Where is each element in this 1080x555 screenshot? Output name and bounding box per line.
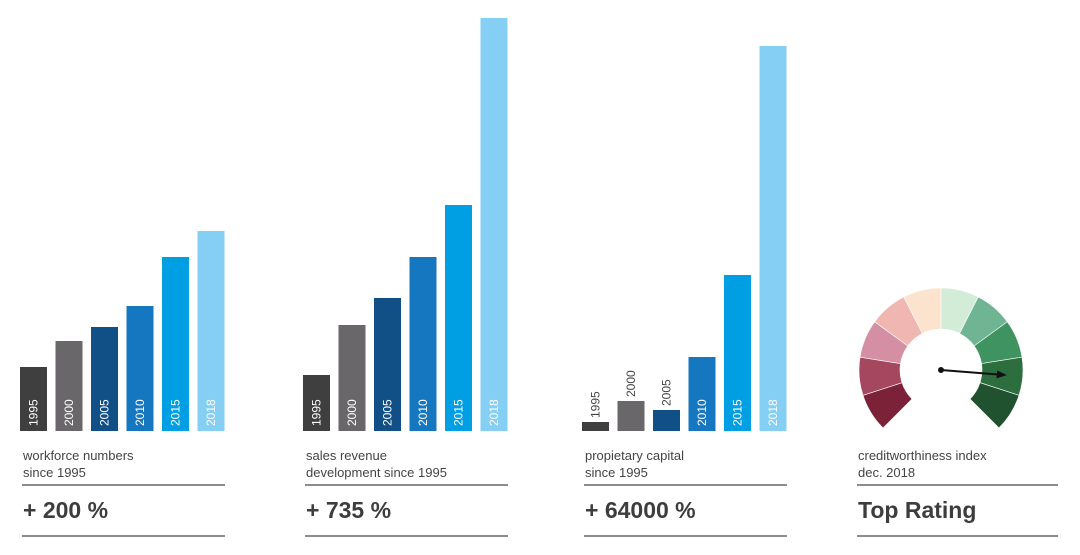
gauge-needle-arrowhead xyxy=(996,370,1007,379)
workforce-bar-2018 xyxy=(197,231,225,431)
capital-bar-1995 xyxy=(582,422,609,431)
capital-bar-label-2005: 2005 xyxy=(660,379,674,406)
capital-caption-line-2: since 1995 xyxy=(585,465,648,480)
capital-bar-2015 xyxy=(724,275,751,431)
workforce-headline: + 200 % xyxy=(23,497,109,523)
sales-bar-2005 xyxy=(374,298,401,431)
workforce-bar-label-2018: 2018 xyxy=(204,399,218,426)
capital-bar-label-2000: 2000 xyxy=(624,370,638,397)
gauge-divider-bottom xyxy=(857,535,1058,537)
capital-bar-2000 xyxy=(617,401,645,431)
sales-bar-label-2015: 2015 xyxy=(452,399,466,426)
capital-bar-2010 xyxy=(688,357,716,431)
workforce-bar-label-2000: 2000 xyxy=(62,399,76,426)
gauge-caption: creditworthiness index dec. 2018 xyxy=(858,447,987,481)
gauge-needle xyxy=(940,369,1003,376)
workforce-divider-top xyxy=(22,484,225,486)
gauge-headline: Top Rating xyxy=(858,497,977,523)
workforce-bar-label-2015: 2015 xyxy=(169,399,183,426)
sales-bar-2010 xyxy=(409,257,437,431)
workforce-bar-2005 xyxy=(91,327,118,431)
sales-caption-line-2: development since 1995 xyxy=(306,465,447,480)
gauge-needle-hub xyxy=(938,367,944,373)
gauge-caption-line-2: dec. 2018 xyxy=(858,465,916,480)
sales-bar-2015 xyxy=(445,205,472,431)
workforce-divider-bottom xyxy=(22,535,225,537)
workforce-bar-label-1995: 1995 xyxy=(27,399,41,426)
capital-divider-bottom xyxy=(584,535,787,537)
gauge-caption-line-1: creditworthiness index xyxy=(858,448,987,463)
capital-bar-label-1995: 1995 xyxy=(589,391,603,418)
capital-caption: propietary capital since 1995 xyxy=(585,447,684,481)
workforce-bar-label-2010: 2010 xyxy=(133,399,147,426)
capital-bar-2018 xyxy=(759,46,787,431)
capital-bar-label-2010: 2010 xyxy=(695,399,709,426)
workforce-caption-line-1: workforce numbers xyxy=(23,448,134,463)
creditworthiness-gauge xyxy=(858,287,1024,429)
sales-bar-label-2000: 2000 xyxy=(345,399,359,426)
capital-caption-line-1: propietary capital xyxy=(585,448,684,463)
sales-bar-label-2005: 2005 xyxy=(381,399,395,426)
sales-revenue-bar-chart: 1995 2000 2005 2010 2015 2018 xyxy=(303,18,508,431)
sales-divider-top xyxy=(305,484,508,486)
sales-caption-line-1: sales revenue xyxy=(306,448,387,463)
workforce-bar-chart: 1995 2000 2005 2010 2015 2018 xyxy=(20,231,225,431)
sales-bar-1995 xyxy=(303,375,330,431)
sales-bar-label-1995: 1995 xyxy=(310,399,324,426)
capital-bar-2005 xyxy=(653,410,680,431)
workforce-bar-2010 xyxy=(126,306,154,431)
capital-headline: + 64000 % xyxy=(585,497,696,523)
sales-caption: sales revenue development since 1995 xyxy=(306,447,447,481)
workforce-caption-line-2: since 1995 xyxy=(23,465,86,480)
workforce-bar-2015 xyxy=(162,257,189,431)
workforce-bar-1995 xyxy=(20,367,47,431)
gauge-divider-top xyxy=(857,484,1058,486)
capital-bar-label-2015: 2015 xyxy=(731,399,745,426)
capital-bar-label-2018: 2018 xyxy=(766,399,780,426)
workforce-bar-2000 xyxy=(55,341,83,431)
capital-bar-chart: 1995 2000 2005 2010 2015 2018 xyxy=(582,46,787,431)
workforce-bar-label-2005: 2005 xyxy=(98,399,112,426)
sales-bar-label-2010: 2010 xyxy=(416,399,430,426)
workforce-caption: workforce numbers since 1995 xyxy=(23,447,134,481)
capital-divider-top xyxy=(584,484,787,486)
sales-bar-2000 xyxy=(338,325,366,431)
sales-headline: + 735 % xyxy=(306,497,392,523)
sales-bar-label-2018: 2018 xyxy=(487,399,501,426)
gauge-segment-10 xyxy=(969,382,1020,429)
sales-divider-bottom xyxy=(305,535,508,537)
sales-bar-2018 xyxy=(480,18,508,431)
